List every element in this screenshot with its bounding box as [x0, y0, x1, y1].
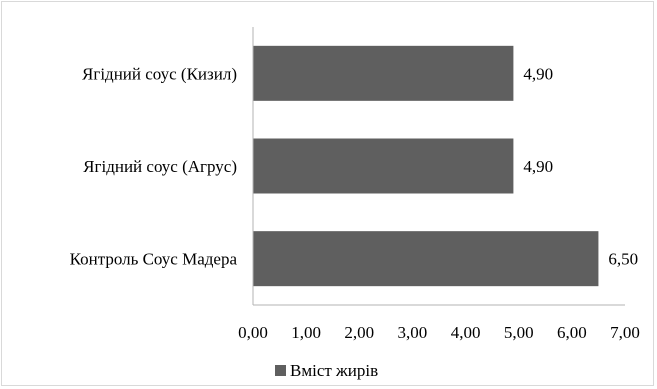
data-label-2: 6,50: [608, 250, 638, 269]
bar-1: [253, 138, 514, 194]
data-label-0: 4,90: [523, 64, 553, 83]
category-label-0: Ягідний соус (Кизил): [82, 64, 237, 83]
x-tick-label-0: 0,00: [238, 323, 268, 342]
category-label-1: Ягідний соус (Агрус): [83, 157, 237, 176]
legend: Вміст жирів: [275, 361, 378, 380]
axis-layer: 0,00 1,00 2,00 3,00 4,00 5,00 6,00 7,00: [238, 27, 640, 342]
data-label-1: 4,90: [523, 157, 553, 176]
bar-2: [253, 231, 599, 287]
x-tick-label-6: 6,00: [557, 323, 587, 342]
bar-0: [253, 45, 514, 101]
x-tick-label-7: 7,00: [610, 323, 640, 342]
labels-layer: Ягідний соус (Кизил) 4,90 Ягідний соус (Аг…: [70, 64, 639, 268]
x-tick-label-4: 4,00: [451, 323, 481, 342]
category-label-2: Контроль Соус Мадера: [70, 250, 238, 269]
bars-layer: [253, 45, 599, 287]
legend-label: Вміст жирів: [290, 361, 378, 380]
x-tick-label-1: 1,00: [291, 323, 321, 342]
legend-swatch: [275, 365, 286, 376]
x-tick-label-5: 5,00: [504, 323, 534, 342]
x-tick-label-2: 2,00: [344, 323, 374, 342]
x-tick-label-3: 3,00: [398, 323, 428, 342]
